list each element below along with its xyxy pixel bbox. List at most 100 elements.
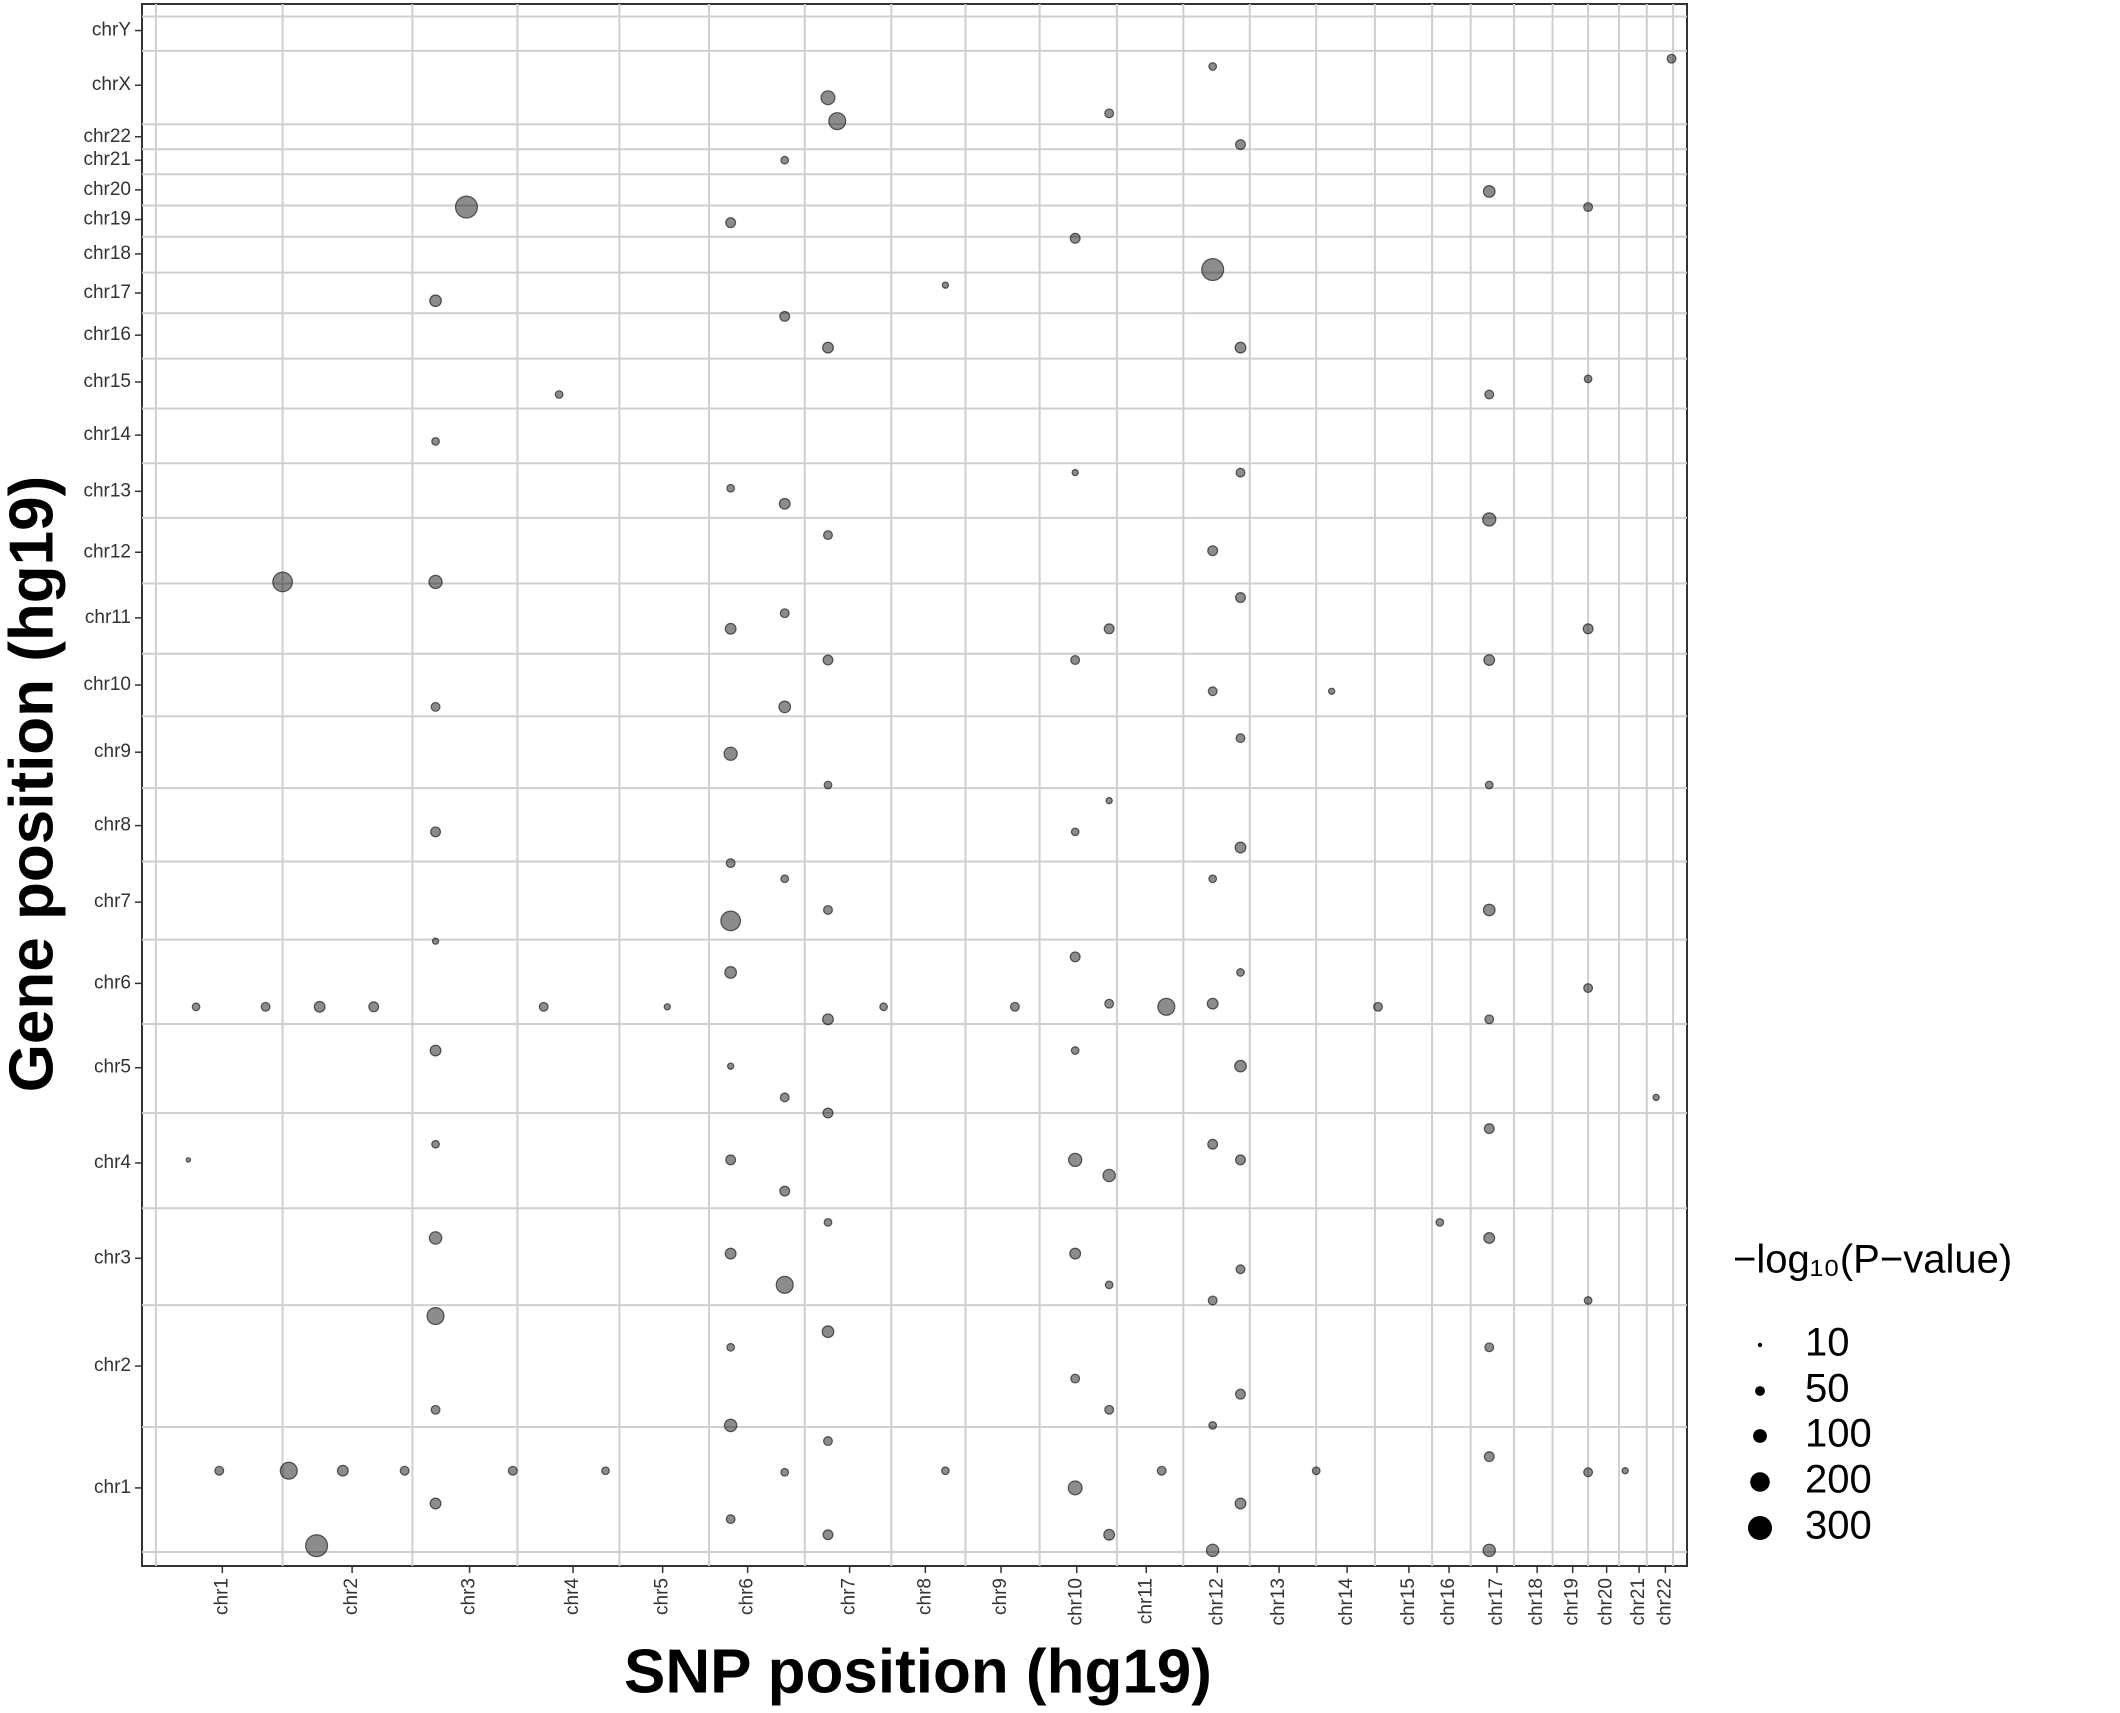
point — [879, 1002, 888, 1012]
y-tick-label: chr16 — [83, 324, 131, 345]
x-axis-title: SNP position (hg19) — [624, 1637, 1212, 1706]
point — [1483, 654, 1496, 667]
point — [399, 1465, 410, 1476]
y-tick-label: chr4 — [94, 1152, 131, 1173]
point — [1206, 997, 1219, 1010]
point — [336, 1464, 349, 1477]
point — [775, 1275, 794, 1294]
point — [554, 390, 564, 399]
point — [1103, 1528, 1116, 1541]
point — [1234, 341, 1247, 354]
point — [431, 1139, 440, 1149]
point — [1070, 827, 1080, 837]
point — [1311, 1466, 1321, 1476]
y-tick-label: chr5 — [94, 1057, 131, 1078]
point — [725, 858, 736, 869]
point — [313, 1000, 326, 1013]
x-tick-label: chr10 — [1066, 1578, 1087, 1626]
point — [778, 497, 791, 510]
legend-label: 100 — [1805, 1412, 1872, 1456]
point — [428, 1231, 443, 1245]
point — [1104, 1404, 1115, 1415]
point — [823, 780, 833, 790]
legend-label: 200 — [1805, 1458, 1872, 1502]
point — [185, 1157, 192, 1163]
point — [1207, 1138, 1219, 1150]
legend-symbol — [1748, 1516, 1772, 1540]
y-tick-label: chr13 — [83, 480, 131, 501]
point — [430, 826, 442, 838]
point — [1207, 1295, 1218, 1306]
point — [726, 1342, 736, 1352]
point — [429, 1497, 442, 1510]
point — [725, 1154, 737, 1166]
point — [426, 1306, 445, 1326]
point — [428, 574, 443, 590]
point — [1156, 1465, 1167, 1476]
point — [1482, 1543, 1497, 1558]
point — [1583, 983, 1594, 994]
point — [1483, 1451, 1495, 1463]
point — [429, 1044, 442, 1057]
x-tick-label: chr12 — [1206, 1578, 1227, 1626]
legend-symbol — [1753, 1429, 1767, 1443]
x-tick-label: chr11 — [1135, 1578, 1156, 1624]
point — [820, 90, 836, 106]
point — [780, 1467, 790, 1477]
x-tick-label: chr7 — [839, 1578, 860, 1615]
y-tick-label: chr2 — [94, 1355, 131, 1376]
point — [725, 1514, 736, 1525]
point — [1069, 1247, 1082, 1260]
point — [214, 1465, 225, 1476]
legend-symbol — [1755, 1386, 1765, 1396]
point — [1102, 1168, 1116, 1183]
y-tick-label: chr1 — [94, 1477, 131, 1498]
point — [1234, 1154, 1246, 1166]
point — [723, 746, 738, 761]
point — [1583, 374, 1593, 384]
point — [507, 1465, 518, 1476]
x-tick-label: chr18 — [1526, 1578, 1547, 1626]
legend-symbol — [1757, 1342, 1763, 1348]
point — [1201, 257, 1225, 282]
x-tick-label: chr5 — [652, 1578, 673, 1615]
point — [1105, 796, 1113, 805]
point — [941, 1466, 950, 1476]
point — [1103, 623, 1115, 635]
point — [1208, 1421, 1218, 1430]
y-tick-label: chr10 — [83, 674, 131, 695]
point — [430, 701, 441, 712]
legend-symbol — [1750, 1472, 1770, 1492]
x-tick-label: chr4 — [562, 1578, 583, 1615]
point — [1234, 592, 1246, 604]
point — [429, 294, 442, 308]
point — [780, 874, 790, 884]
plot-panel — [141, 3, 1688, 1567]
point — [1067, 1480, 1083, 1496]
point — [822, 341, 834, 354]
y-tick-label: chr3 — [94, 1247, 131, 1268]
y-tick-label: chr11 — [85, 607, 131, 628]
point — [726, 483, 736, 493]
point — [1327, 687, 1336, 695]
point — [1483, 1232, 1496, 1244]
legend-label: 300 — [1805, 1504, 1872, 1548]
point — [1652, 1093, 1660, 1102]
point — [663, 1003, 671, 1011]
point — [1070, 655, 1081, 666]
point — [538, 1001, 549, 1012]
y-tick-label: chr8 — [94, 815, 131, 836]
y-tick-label: chr14 — [83, 424, 131, 445]
point — [822, 1013, 834, 1026]
point — [1435, 1217, 1445, 1227]
point — [279, 1461, 298, 1480]
point — [305, 1534, 329, 1558]
point — [368, 1001, 380, 1013]
point — [1104, 1280, 1114, 1290]
point — [1484, 1342, 1495, 1353]
point — [1104, 108, 1115, 119]
point — [1234, 1059, 1247, 1073]
point — [1484, 780, 1494, 790]
point — [1207, 686, 1218, 697]
point — [1621, 1467, 1629, 1475]
